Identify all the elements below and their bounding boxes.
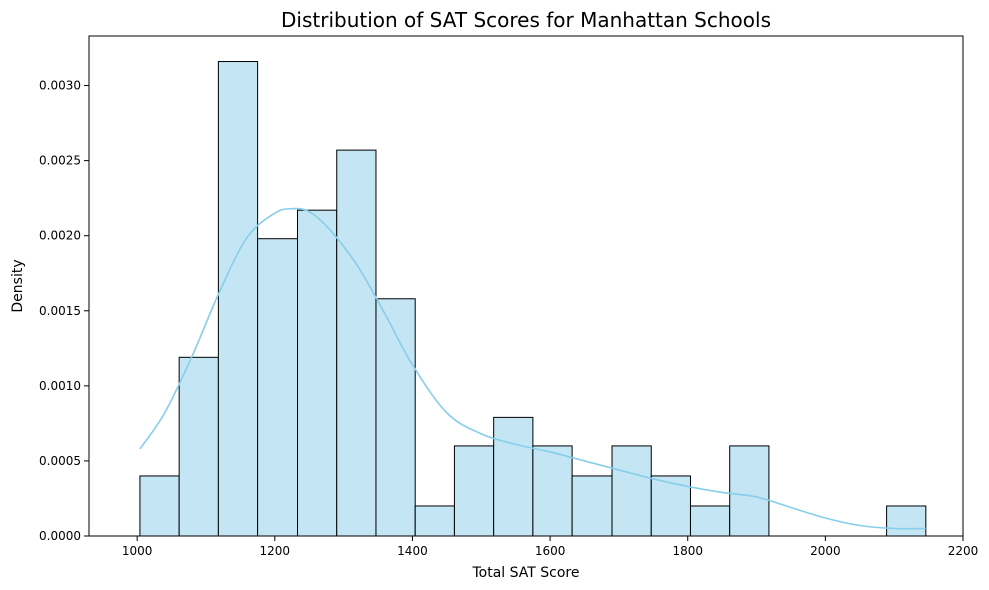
histogram-bar bbox=[178, 356, 219, 537]
y-tick-label: 0.0025 bbox=[39, 154, 81, 168]
histogram-bar bbox=[689, 505, 731, 537]
x-tick-label: 2000 bbox=[810, 544, 841, 558]
x-tick-label: 1000 bbox=[122, 544, 153, 558]
histogram-bar bbox=[493, 416, 534, 537]
y-tick-label: 0.0030 bbox=[39, 79, 81, 93]
histogram-bar bbox=[611, 445, 652, 537]
x-tick-label: 1600 bbox=[535, 544, 566, 558]
y-axis-ticks: 0.0000 0.0005 0.0010 0.0015 0.0020 0.0025 0.00… bbox=[39, 79, 89, 543]
x-tick-label: 1200 bbox=[260, 544, 291, 558]
histogram-bar bbox=[729, 445, 770, 537]
histogram-bar bbox=[571, 475, 613, 537]
y-tick-label: 0.0005 bbox=[39, 454, 81, 468]
x-axis-label: Total SAT Score bbox=[472, 565, 580, 581]
y-tick-label: 0.0020 bbox=[39, 229, 81, 243]
x-tick-label: 2200 bbox=[948, 544, 979, 558]
histogram-bar bbox=[257, 238, 299, 537]
x-tick-label: 1400 bbox=[397, 544, 428, 558]
y-tick-label: 0.0010 bbox=[39, 379, 81, 393]
y-tick-label: 0.0000 bbox=[39, 529, 81, 543]
histogram-bar bbox=[336, 149, 377, 537]
histogram-bars bbox=[139, 61, 927, 537]
plot-area-frame bbox=[88, 35, 964, 537]
chart-title: Distribution of SAT Scores for Manhattan… bbox=[281, 8, 771, 32]
histogram-bar bbox=[297, 209, 338, 537]
histogram-bar bbox=[650, 475, 691, 537]
histogram-bar bbox=[139, 475, 180, 537]
x-tick-label: 1800 bbox=[672, 544, 703, 558]
histogram-bar bbox=[414, 505, 455, 537]
y-axis-label: Density bbox=[10, 259, 26, 312]
histogram-bar bbox=[532, 445, 573, 537]
histogram-bar bbox=[375, 298, 416, 537]
x-axis-ticks: 1000 1200 1400 1600 1800 2000 2200 bbox=[122, 536, 978, 558]
kde-density-line bbox=[139, 207, 926, 530]
y-tick-label: 0.0015 bbox=[39, 304, 81, 318]
histogram-bar bbox=[886, 505, 927, 537]
histogram-bar bbox=[217, 61, 259, 537]
histogram-bar bbox=[453, 445, 495, 537]
